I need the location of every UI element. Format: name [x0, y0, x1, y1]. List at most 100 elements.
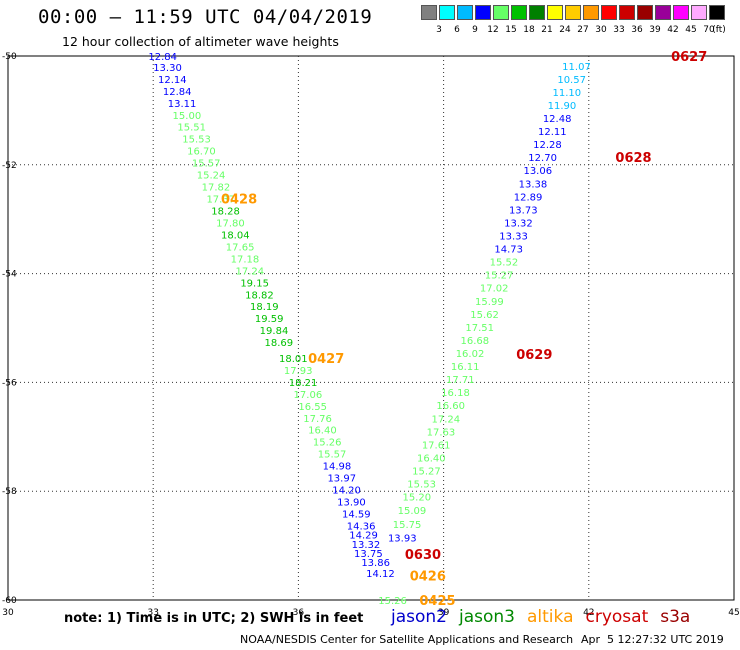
legend-level-label: 3 — [436, 25, 442, 35]
swh-value-label: 13.75 — [354, 549, 383, 560]
swh-value-label: 15.99 — [475, 297, 504, 308]
swh-value-label: 17.93 — [284, 366, 313, 377]
swh-value-label: 18.21 — [289, 378, 318, 389]
pass-time-label: 0428 — [221, 193, 257, 208]
swh-value-label: 14.29 — [349, 531, 378, 542]
legend-level-label: 70 — [703, 25, 715, 35]
x-tick-label: 30 — [2, 608, 14, 618]
x-tick-label: 45 — [728, 608, 739, 618]
swh-value-label: 16.40 — [308, 426, 337, 437]
legend-level-label: 21 — [541, 25, 553, 35]
legend-swatch — [655, 5, 671, 20]
pass-time-labels: 0428 0427 0426 0425 0630 0629 0628 0627 — [221, 50, 707, 609]
x-tick-label: 36 — [293, 608, 305, 618]
swh-value-label: 13.32 — [504, 218, 533, 229]
swh-value-label: 12.48 — [543, 114, 572, 125]
swh-value-label: 19.84 — [260, 326, 289, 337]
x-tick-label: 39 — [438, 608, 450, 618]
y-tick-label: -54 — [2, 270, 17, 280]
swh-value-label: 17.76 — [303, 414, 332, 425]
legend-level-label: 6 — [454, 25, 460, 35]
swh-value-label: 17.02 — [480, 284, 509, 295]
swh-value-label: 19.15 — [240, 278, 269, 289]
swh-value-label: 15.26 — [378, 596, 407, 607]
swh-value-label: 15.52 — [490, 258, 519, 269]
swh-value-label: 16.70 — [187, 147, 216, 158]
pass-time-label: 0630 — [405, 548, 441, 563]
legend-level-label: 30 — [595, 25, 607, 35]
swh-value-label: 14.59 — [342, 510, 371, 521]
swh-value-label: 11.07 — [562, 62, 591, 73]
swh-value-label: 15.53 — [407, 480, 436, 491]
legend-level-label: 42 — [667, 25, 679, 35]
swh-value-label: 17.24 — [235, 266, 264, 277]
swh-value-label: 16.11 — [451, 362, 480, 373]
legend-level-label: 24 — [559, 25, 571, 35]
swh-value-label: 15.00 — [173, 111, 202, 122]
pass-time-label: 0427 — [308, 352, 344, 367]
swh-value-label: 15.62 — [470, 310, 499, 321]
legend-level-label: 33 — [613, 25, 625, 35]
swh-value-label: 14.36 — [347, 521, 376, 532]
legend-swatch — [529, 5, 545, 20]
axis-tick-labels: 30 33 36 39 42 45 -50 -52 -54 -56 -58 -60 — [2, 52, 740, 618]
satellite-legend-entry: cryosat — [585, 607, 649, 627]
swh-value-label: 11.10 — [553, 88, 582, 99]
swh-value-label: 15.24 — [197, 171, 226, 182]
legend-level-label: 12 — [487, 25, 499, 35]
swh-value-label: 16.68 — [461, 336, 490, 347]
satellite-legend-entry: altika — [527, 607, 574, 627]
grid-lines — [8, 56, 734, 600]
swh-value-label: 12.84 — [148, 52, 177, 63]
swh-data-points: 12.8413.3012.1412.8413.1115.0015.5115.53… — [148, 52, 590, 607]
swh-value-label: 14.20 — [332, 486, 361, 497]
legend-level-label: 18 — [523, 25, 535, 35]
pass-time-label: 0425 — [419, 594, 455, 609]
legend-swatch — [709, 5, 725, 20]
swh-value-label: 13.97 — [327, 474, 356, 485]
legend-swatch — [565, 5, 581, 20]
swh-value-label: 15.20 — [402, 493, 431, 504]
swh-value-label: 13.30 — [153, 63, 182, 74]
swh-value-label: 16.60 — [436, 401, 465, 412]
swh-value-label: 13.73 — [509, 205, 538, 216]
swh-value-label: 13.33 — [499, 232, 528, 243]
x-tick-label: 42 — [583, 608, 594, 618]
swh-value-label: 12.28 — [533, 140, 562, 151]
swh-value-label: 16.02 — [456, 349, 485, 360]
swh-value-label: 14.73 — [494, 245, 523, 256]
swh-value-label: 15.27 — [412, 467, 441, 478]
swh-value-label: 13.32 — [352, 540, 381, 551]
swh-value-label: 15.57 — [192, 159, 221, 170]
pass-time-label: 0426 — [410, 570, 446, 585]
swh-value-label: 18.82 — [245, 290, 274, 301]
swh-value-label: 17.71 — [446, 375, 475, 386]
swh-value-label: 14.12 — [366, 569, 395, 580]
pass-time-label: 0627 — [671, 50, 707, 65]
swh-value-label: 18.04 — [221, 230, 250, 241]
satellite-legend-entry: jason3 — [459, 607, 515, 627]
legend-swatch — [673, 5, 689, 20]
swh-value-label: 12.70 — [528, 153, 557, 164]
legend-swatch — [601, 5, 617, 20]
swh-value-label: 13.06 — [523, 166, 552, 177]
swh-value-label: 12.14 — [158, 75, 187, 86]
generation-timestamp: Apr 5 12:27:32 UTC 2019 — [581, 633, 724, 646]
y-tick-label: -52 — [2, 161, 17, 171]
swh-value-label: 17.18 — [231, 254, 260, 265]
swh-value-label: 15.75 — [393, 520, 422, 531]
legend-level-label: 15 — [505, 25, 517, 35]
satellite-legend-entry: jason2 — [391, 607, 447, 627]
chart-title: 00:00 – 11:59 UTC 04/04/2019 — [38, 6, 373, 28]
plot-frame — [7, 55, 735, 601]
swh-value-label: 17.37 — [206, 195, 235, 206]
swh-value-label: 15.09 — [398, 506, 427, 517]
swh-value-label: 12.89 — [514, 192, 543, 203]
legend-unit: (ft) — [712, 25, 726, 35]
swh-value-label: 17.82 — [202, 183, 231, 194]
swh-value-label: 17.63 — [427, 427, 456, 438]
swh-value-label: 15.26 — [313, 438, 342, 449]
swh-value-label: 10.57 — [557, 75, 586, 86]
swh-value-label: 19.59 — [255, 314, 284, 325]
legend-swatch — [457, 5, 473, 20]
